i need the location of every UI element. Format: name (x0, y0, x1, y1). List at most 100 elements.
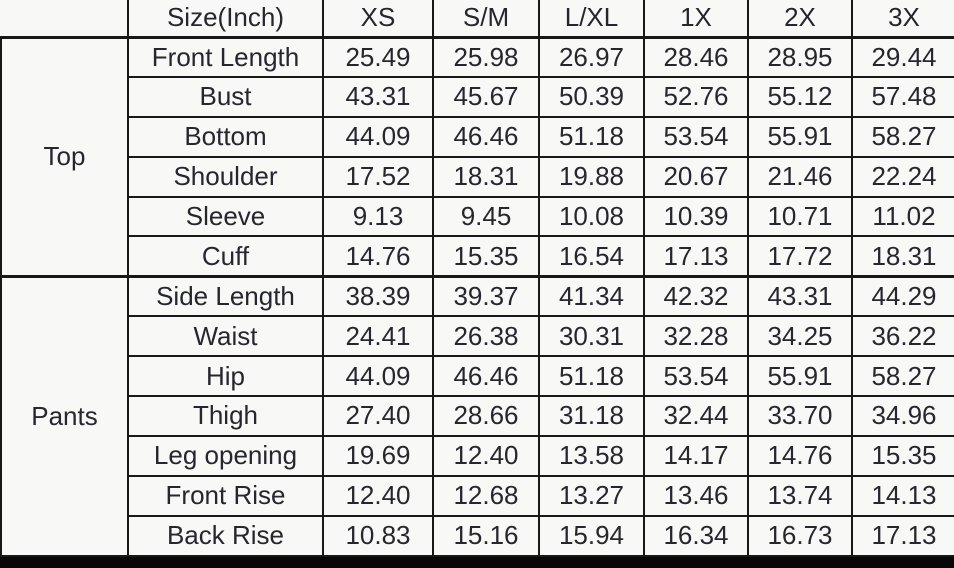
value-cell: 53.54 (643, 115, 749, 158)
value-cell: 17.13 (643, 235, 749, 278)
value-cell: 41.34 (538, 274, 645, 318)
value-cell: 10.08 (538, 195, 645, 238)
row-label-cell: Bottom (127, 115, 324, 158)
value-cell: 25.49 (322, 36, 434, 78)
value-cell: 45.67 (432, 75, 540, 118)
value-cell: 31.18 (538, 395, 645, 437)
value-cell: 44.09 (322, 355, 434, 398)
table-row: Cuff 14.76 15.35 16.54 17.13 17.72 18.31 (1, 235, 954, 278)
row-label-cell: Back Rise (127, 514, 324, 557)
table-row: Waist 24.41 26.38 30.31 32.28 34.25 36.22 (1, 315, 954, 358)
value-cell: 16.73 (747, 514, 853, 557)
row-label-cell: Bust (127, 75, 324, 118)
value-cell: 53.54 (643, 355, 749, 398)
value-cell: 30.31 (538, 315, 645, 358)
value-cell: 55.91 (747, 115, 853, 158)
row-label-cell: Front Rise (127, 474, 324, 517)
value-cell: 10.39 (643, 195, 749, 238)
table-row: Leg opening 19.69 12.40 13.58 14.17 14.76 15.3… (1, 434, 954, 477)
group-cell-pants: Pants (0, 274, 129, 557)
value-cell: 50.39 (538, 75, 645, 118)
value-cell: 43.31 (322, 75, 434, 118)
value-cell: 28.46 (643, 36, 749, 78)
value-cell: 17.13 (851, 514, 954, 557)
value-cell: 20.67 (643, 155, 749, 198)
row-label-cell: Thigh (127, 395, 324, 437)
value-cell: 52.76 (643, 75, 749, 118)
value-cell: 15.94 (538, 514, 645, 557)
value-cell: 12.40 (322, 474, 434, 517)
value-cell: 46.46 (432, 115, 540, 158)
value-cell: 24.41 (322, 315, 434, 358)
value-cell: 22.24 (851, 155, 954, 198)
table-row: Hip 44.09 46.46 51.18 53.54 55.91 58.27 (1, 355, 954, 398)
value-cell: 28.95 (747, 36, 853, 78)
row-label-cell: Leg opening (127, 434, 324, 477)
value-cell: 14.76 (322, 235, 434, 278)
value-cell: 11.02 (851, 195, 954, 238)
row-label-cell: Side Length (127, 274, 324, 318)
value-cell: 51.18 (538, 355, 645, 398)
table-row: Top Front Length 25.49 25.98 26.97 28.46 28.95… (0, 35, 954, 278)
value-cell: 15.35 (851, 434, 954, 477)
value-cell: 14.17 (643, 434, 749, 477)
value-cell: 33.70 (747, 395, 853, 437)
value-cell: 44.29 (851, 274, 954, 318)
value-cell: 18.31 (432, 155, 540, 198)
row-label-cell: Waist (127, 315, 324, 358)
value-cell: 13.27 (538, 474, 645, 517)
table-row: Back Rise 10.83 15.16 15.94 16.34 16.73 17.13 (1, 514, 954, 557)
value-cell: 13.46 (643, 474, 749, 517)
table-row: Bottom 44.09 46.46 51.18 53.54 55.91 58.27 (1, 115, 954, 158)
row-label-cell: Sleeve (127, 195, 324, 238)
value-cell: 12.40 (432, 434, 540, 477)
header-cell-s-m: S/M (432, 0, 540, 39)
value-cell: 10.83 (322, 514, 434, 557)
value-cell: 10.71 (747, 195, 853, 238)
value-cell: 32.28 (643, 315, 749, 358)
value-cell: 9.45 (432, 195, 540, 238)
header-cell-3x: 3X (851, 0, 954, 39)
value-cell: 32.44 (643, 395, 749, 437)
value-cell: 27.40 (322, 395, 434, 437)
value-cell: 17.52 (322, 155, 434, 198)
value-cell: 15.16 (432, 514, 540, 557)
value-cell: 51.18 (538, 115, 645, 158)
value-cell: 9.13 (322, 195, 434, 238)
table-row: Front Rise 12.40 12.68 13.27 13.46 13.74 14.13 (1, 474, 954, 517)
table-row: Thigh 27.40 28.66 31.18 32.44 33.70 34.96 (1, 395, 954, 437)
header-row: Size(Inch) XS S/M L/XL 1X 2X 3X (1, 0, 954, 39)
value-cell: 19.69 (322, 434, 434, 477)
bottom-bar (0, 557, 954, 568)
table-row: Sleeve 9.13 9.45 10.08 10.39 10.71 11.02 (1, 195, 954, 238)
table-row: Pants Side Length 38.39 39.37 41.34 42.32 43.3… (0, 274, 954, 557)
value-cell: 39.37 (432, 274, 540, 318)
value-cell: 19.88 (538, 155, 645, 198)
value-cell: 46.46 (432, 355, 540, 398)
value-cell: 14.76 (747, 434, 853, 477)
value-cell: 29.44 (851, 36, 954, 78)
value-cell: 13.58 (538, 434, 645, 477)
header-cell-size-inch: Size(Inch) (127, 0, 324, 39)
value-cell: 34.25 (747, 315, 853, 358)
table-row: Shoulder 17.52 18.31 19.88 20.67 21.46 22.24 (1, 155, 954, 198)
value-cell: 28.66 (432, 395, 540, 437)
row-label-cell: Cuff (127, 235, 324, 278)
value-cell: 58.27 (851, 115, 954, 158)
value-cell: 21.46 (747, 155, 853, 198)
value-cell: 55.12 (747, 75, 853, 118)
row-label-cell: Shoulder (127, 155, 324, 198)
value-cell: 16.54 (538, 235, 645, 278)
table-row: Bust 43.31 45.67 50.39 52.76 55.12 57.48 (1, 75, 954, 118)
group-cell-top: Top (0, 35, 129, 278)
value-cell: 58.27 (851, 355, 954, 398)
header-cell-1x: 1X (643, 0, 749, 39)
corner-cell (1, 0, 129, 39)
value-cell: 25.98 (432, 36, 540, 78)
value-cell: 55.91 (747, 355, 853, 398)
value-cell: 17.72 (747, 235, 853, 278)
value-cell: 36.22 (851, 315, 954, 358)
row-label-cell: Front Length (127, 36, 324, 78)
value-cell: 15.35 (432, 235, 540, 278)
